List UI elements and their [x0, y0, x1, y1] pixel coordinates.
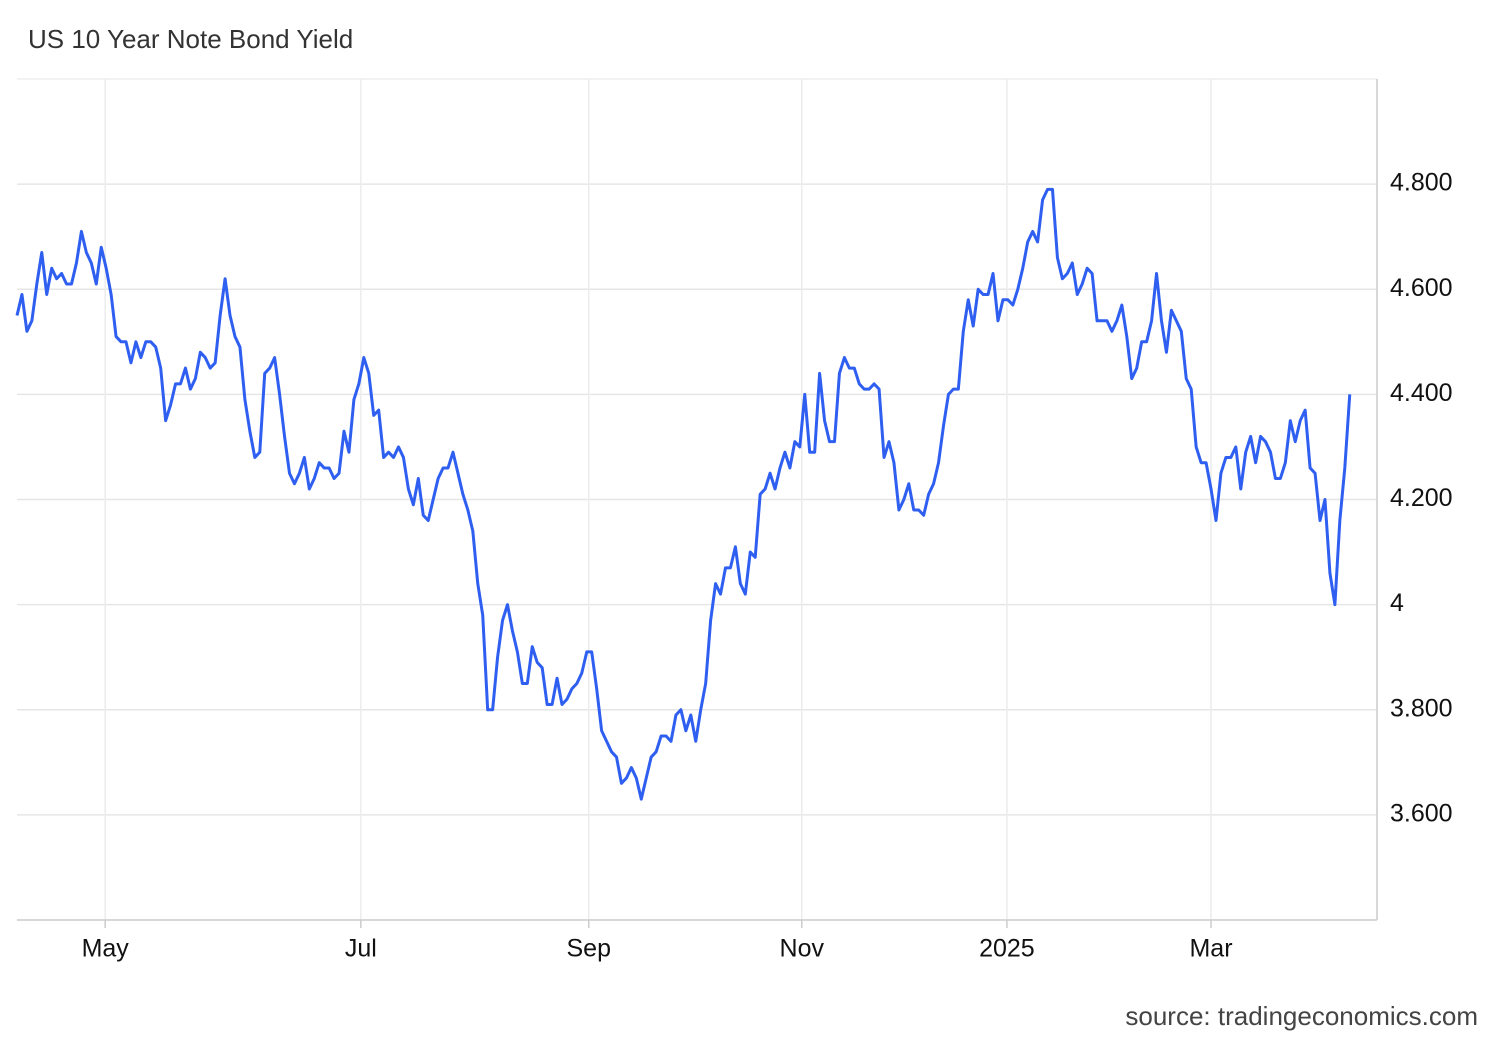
x-tick-label: Jul [345, 935, 377, 963]
y-tick-label: 3.800 [1390, 694, 1453, 722]
y-tick-label: 3.600 [1390, 799, 1453, 827]
y-tick-label: 4.800 [1390, 169, 1453, 197]
y-tick-label: 4.400 [1390, 379, 1453, 407]
y-tick-label: 4.600 [1390, 274, 1453, 302]
chart-title: US 10 Year Note Bond Yield [28, 24, 353, 54]
x-tick-label: Nov [780, 935, 825, 963]
y-tick-label: 4 [1390, 589, 1404, 617]
line-series [15, 187, 1352, 801]
x-tick-label: 2025 [979, 935, 1035, 963]
y-tick-label: 4.200 [1390, 484, 1453, 512]
x-tick-label: Mar [1189, 935, 1232, 963]
x-tick-label: Sep [567, 935, 611, 963]
source: source: tradingeconomics.com [1125, 1001, 1478, 1031]
x-tick-label: May [82, 935, 130, 963]
